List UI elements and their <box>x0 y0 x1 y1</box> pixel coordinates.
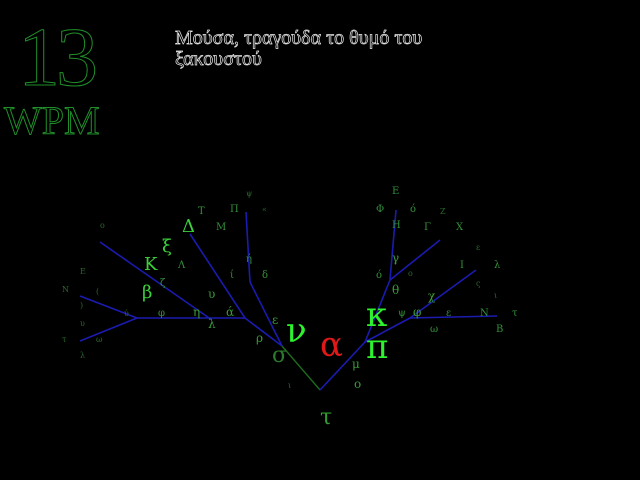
letter-node: ς <box>476 279 481 288</box>
edge <box>409 315 498 319</box>
current-letter: α <box>320 325 343 365</box>
prompt-line-1: Μούσα, τραγούδα το θυμό του <box>175 27 423 49</box>
letter-node: Ν <box>62 285 69 294</box>
letter-node: ά <box>226 305 234 319</box>
letter-node: η <box>193 305 200 319</box>
letter-node: ό <box>410 204 416 215</box>
letter-node: τ <box>62 335 67 344</box>
edge <box>99 241 213 321</box>
letter-node: υ <box>208 287 215 301</box>
letter-node: κ <box>366 295 387 335</box>
edge <box>409 269 477 319</box>
letter-node: ύ <box>124 309 129 318</box>
letter-node: ν <box>286 311 307 351</box>
letter-node: Ν <box>480 308 489 319</box>
wpm-label: WPM <box>4 98 101 143</box>
letter-node: ι <box>288 381 291 390</box>
letter-node: ψ <box>398 308 406 319</box>
edge <box>364 279 391 343</box>
letter-node: Ε <box>80 267 86 276</box>
wpm-value: 13 <box>18 11 99 104</box>
edge <box>389 239 441 281</box>
edge <box>79 317 138 342</box>
letter-node: Δ <box>182 216 195 237</box>
letter-node: ί <box>230 270 234 281</box>
edge <box>245 211 251 283</box>
letter-node: ψ <box>246 189 252 198</box>
letter-node: μ <box>352 357 360 371</box>
edge <box>79 295 138 319</box>
prompt-line-2: ξακουστού <box>175 48 263 70</box>
edge <box>249 281 283 347</box>
letter-node: σ <box>272 343 287 368</box>
letter-node: Ι <box>460 260 464 271</box>
letter-node: ζ <box>160 278 166 289</box>
letter-node: Π <box>230 204 239 215</box>
letter-node: ξ <box>162 236 172 257</box>
letter-node: ο <box>408 269 413 278</box>
trunk-edge-right <box>319 341 366 391</box>
letter-node: θ <box>392 283 399 297</box>
letter-node: Λ <box>177 260 186 271</box>
trunk-edge-left <box>281 345 321 391</box>
edge <box>364 317 411 343</box>
root-letter: τ <box>320 405 332 430</box>
letter-node: ό <box>376 270 382 281</box>
letter-node: Ζ <box>440 207 446 216</box>
letter-node: β <box>142 282 152 303</box>
edge <box>189 233 246 319</box>
prompt-text: Μούσα, τραγούδα το θυμό του ξακουστού <box>175 27 475 70</box>
letter-node: « <box>262 205 267 214</box>
letter-node: ω <box>96 335 103 344</box>
letter-node: ) <box>80 301 83 310</box>
letter-node: Χ <box>456 222 464 233</box>
letter-node: ο <box>354 377 361 391</box>
letter-node: φ <box>413 305 421 319</box>
letter-node: Φ <box>376 204 384 215</box>
letter-node: ρ <box>256 331 263 345</box>
letter-node: λ <box>80 351 85 360</box>
letter-node: λ <box>494 260 501 271</box>
letter-node: λ <box>208 317 216 331</box>
letter-node: ε <box>476 243 480 252</box>
letter-node: Η <box>392 220 401 231</box>
letter-node: Β <box>496 324 503 335</box>
edge <box>389 209 397 281</box>
letter-node: ι <box>494 291 497 300</box>
letter-node: Μ <box>216 222 226 233</box>
letter-node: φ <box>158 308 165 319</box>
edge <box>244 317 283 347</box>
letter-node: δ <box>262 270 268 281</box>
letter-node: τ <box>512 308 518 319</box>
letter-node: ( <box>96 287 99 296</box>
letter-node: Ε <box>392 186 399 197</box>
letter-node: χ <box>428 289 436 303</box>
letter-node: ή <box>246 254 252 265</box>
letter-node: Γ <box>424 222 431 233</box>
letter-node: ε <box>446 308 451 319</box>
letter-node: π <box>366 327 388 367</box>
letter-node: ω <box>430 324 438 335</box>
letter-node: υ <box>80 319 85 328</box>
letter-node: γ <box>392 251 399 265</box>
letter-node: ε <box>272 313 278 327</box>
tree-edges <box>79 209 498 391</box>
letter-node: Κ <box>144 254 158 275</box>
letter-node: Τ <box>198 206 205 217</box>
letter-node: ο <box>100 221 105 230</box>
